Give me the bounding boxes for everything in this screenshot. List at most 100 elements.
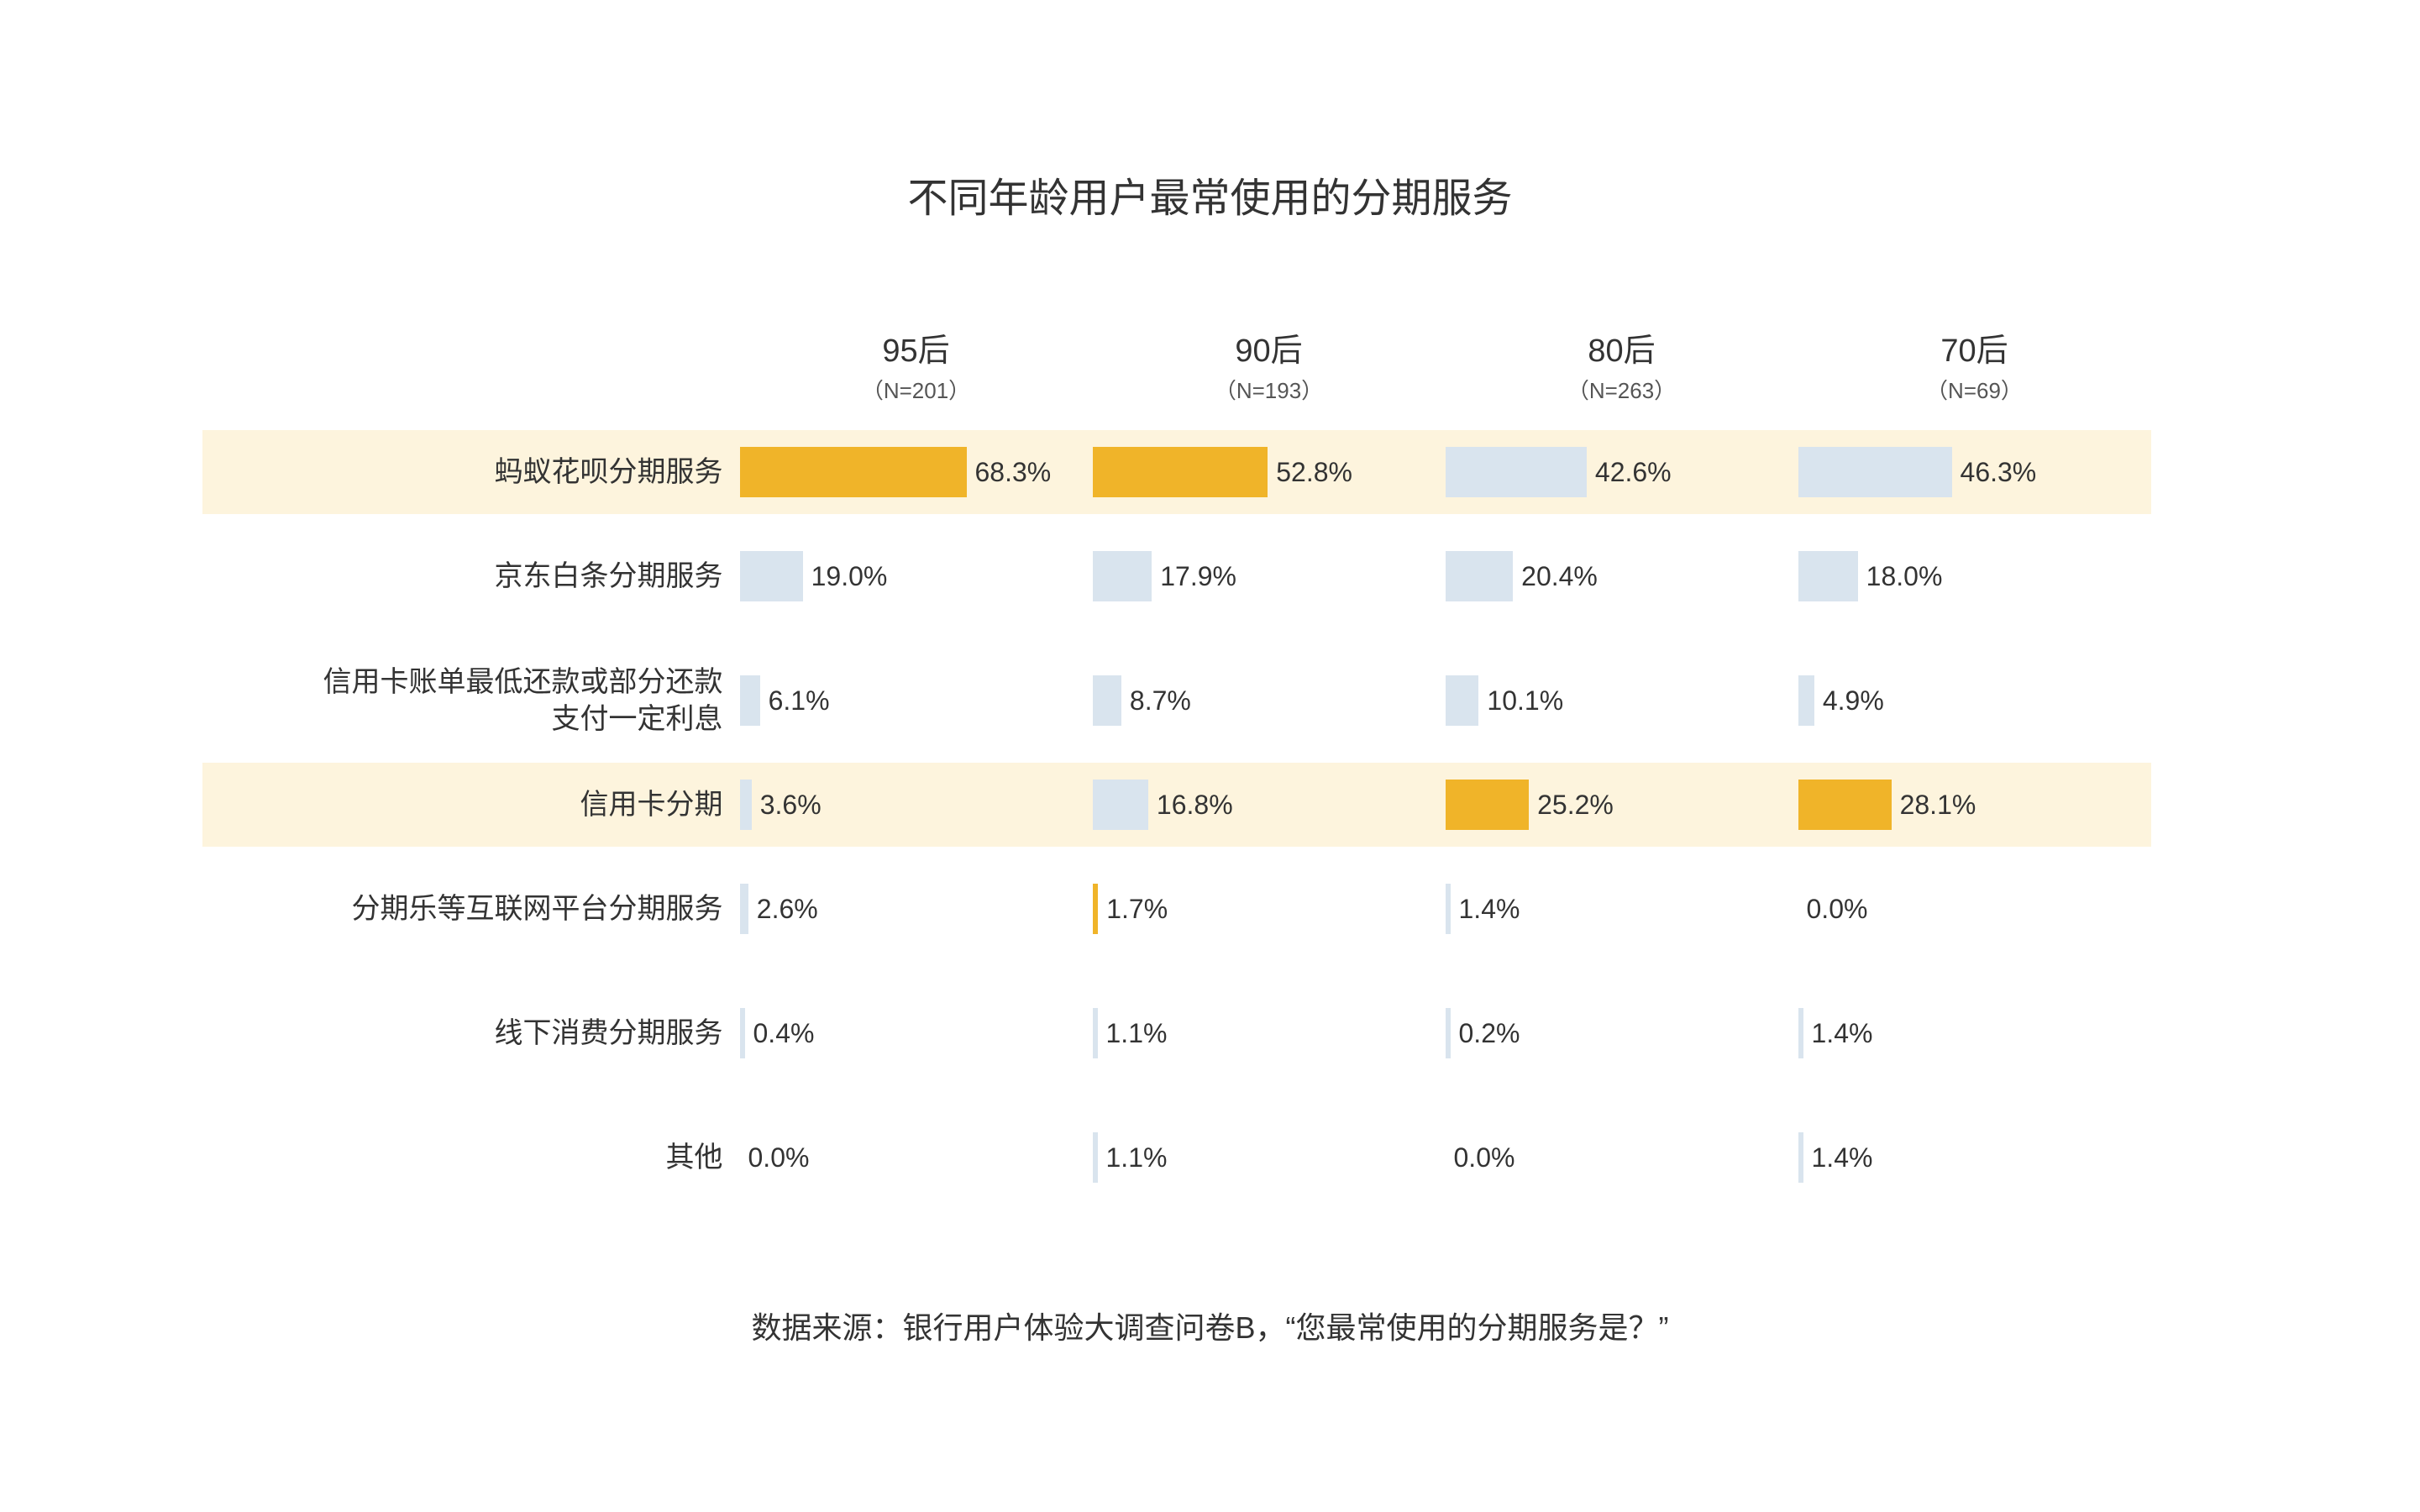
- bar-cell: 1.4%: [1446, 867, 1798, 951]
- bar-area: [1093, 780, 1148, 830]
- bar-area: [1798, 1132, 1803, 1183]
- bar: [740, 675, 760, 726]
- bar: [1093, 675, 1121, 726]
- bar-value-label: 1.7%: [1106, 894, 1168, 925]
- row-label: 其他: [202, 1116, 740, 1200]
- bar: [740, 551, 803, 601]
- bar-area: [1446, 1008, 1451, 1058]
- bar-cell: 20.4%: [1446, 534, 1798, 618]
- bar-cell: 0.0%: [1446, 1116, 1798, 1200]
- bar-area: [1093, 551, 1152, 601]
- bar: [1093, 551, 1152, 601]
- bar-cell: 0.4%: [740, 991, 1093, 1075]
- bar-value-label: 6.1%: [769, 685, 830, 717]
- bar-cell: 42.6%: [1446, 430, 1798, 514]
- bar-area: [740, 884, 748, 934]
- bar-cell: 1.7%: [1093, 867, 1446, 951]
- row-label: 蚂蚁花呗分期服务: [202, 430, 740, 514]
- bar-cell: 18.0%: [1798, 534, 2151, 618]
- bar-cell: 1.4%: [1798, 991, 2151, 1075]
- bar: [1798, 1008, 1803, 1058]
- bar: [740, 447, 967, 497]
- bar-area: [1093, 447, 1268, 497]
- chart-title: 不同年龄用户最常使用的分期服务: [202, 165, 2218, 223]
- column-label: 95后: [740, 324, 1093, 370]
- bar-area: [740, 551, 803, 601]
- column-header: 95后 （N=201）: [740, 324, 1093, 430]
- bar-value-label: 1.1%: [1106, 1142, 1168, 1173]
- bar-value-label: 1.4%: [1812, 1142, 1873, 1173]
- bar-area: [740, 1008, 745, 1058]
- bar-value-label: 0.4%: [753, 1018, 815, 1049]
- bar-value-label: 28.1%: [1900, 790, 1976, 821]
- bar-cell: 68.3%: [740, 430, 1093, 514]
- bar-cell: 46.3%: [1798, 430, 2151, 514]
- row-label: 信用卡账单最低还款或部分还款 支付一定利息: [202, 659, 740, 743]
- bar-value-label: 0.0%: [1454, 1142, 1515, 1173]
- bar-cell: 6.1%: [740, 659, 1093, 743]
- bar-value-label: 10.1%: [1487, 685, 1563, 717]
- bar: [1093, 1008, 1098, 1058]
- bar-value-label: 16.8%: [1157, 790, 1233, 821]
- bar-cell: 2.6%: [740, 867, 1093, 951]
- row-label: 信用卡分期: [202, 763, 740, 847]
- column-header: 80后 （N=263）: [1446, 324, 1798, 430]
- bar-value-label: 0.0%: [1807, 894, 1868, 925]
- row-label: 京东白条分期服务: [202, 534, 740, 618]
- bar-area: [1093, 1008, 1098, 1058]
- bar-value-label: 20.4%: [1521, 561, 1598, 592]
- bar-area: [740, 447, 967, 497]
- bar-area: [1446, 780, 1530, 830]
- column-header: 90后 （N=193）: [1093, 324, 1446, 430]
- column-n: （N=69）: [1798, 374, 2151, 405]
- bar-area: [1798, 780, 1892, 830]
- bar-value-label: 4.9%: [1823, 685, 1884, 717]
- bar-value-label: 0.2%: [1459, 1018, 1520, 1049]
- bar-cell: 28.1%: [1798, 763, 2151, 847]
- bar-area: [740, 780, 752, 830]
- bar-value-label: 1.1%: [1106, 1018, 1168, 1049]
- bar-area: [1798, 1008, 1803, 1058]
- column-n: （N=201）: [740, 374, 1093, 405]
- bar-value-label: 0.0%: [748, 1142, 810, 1173]
- column-n: （N=263）: [1446, 374, 1798, 405]
- bar: [1446, 1008, 1451, 1058]
- bar: [1798, 675, 1814, 726]
- bar-area: [1446, 884, 1451, 934]
- bar-cell: 19.0%: [740, 534, 1093, 618]
- bar-cell: 1.1%: [1093, 1116, 1446, 1200]
- bar: [1093, 1132, 1098, 1183]
- bar: [1446, 675, 1479, 726]
- row-label: 分期乐等互联网平台分期服务: [202, 867, 740, 951]
- column-n: （N=193）: [1093, 374, 1446, 405]
- bar: [740, 1008, 745, 1058]
- chart-table: 95后 （N=201） 90后 （N=193） 80后 （N=263） 70后 …: [202, 324, 2218, 1220]
- bar: [1798, 1132, 1803, 1183]
- bar-cell: 0.0%: [1798, 867, 2151, 951]
- bar-area: [1093, 1132, 1098, 1183]
- bar: [1798, 780, 1892, 830]
- bar: [1093, 447, 1268, 497]
- bar-value-label: 19.0%: [811, 561, 888, 592]
- column-label: 70后: [1798, 324, 2151, 370]
- bar: [1446, 551, 1514, 601]
- bar: [1798, 447, 1952, 497]
- bar: [1446, 780, 1530, 830]
- bar-value-label: 18.0%: [1866, 561, 1943, 592]
- bar: [1093, 884, 1099, 934]
- bar-cell: 1.1%: [1093, 991, 1446, 1075]
- bar-value-label: 1.4%: [1812, 1018, 1873, 1049]
- bar-cell: 17.9%: [1093, 534, 1446, 618]
- bar: [740, 780, 752, 830]
- bar: [1093, 780, 1148, 830]
- column-label: 80后: [1446, 324, 1798, 370]
- bar-value-label: 1.4%: [1459, 894, 1520, 925]
- column-label: 90后: [1093, 324, 1446, 370]
- bar-area: [1446, 447, 1587, 497]
- bar-value-label: 8.7%: [1130, 685, 1191, 717]
- bar-area: [740, 675, 760, 726]
- chart-container: 不同年龄用户最常使用的分期服务 95后 （N=201） 90后 （N=193） …: [202, 165, 2218, 1347]
- row-label: 线下消费分期服务: [202, 991, 740, 1075]
- bar-area: [1093, 884, 1099, 934]
- bar-value-label: 2.6%: [757, 894, 818, 925]
